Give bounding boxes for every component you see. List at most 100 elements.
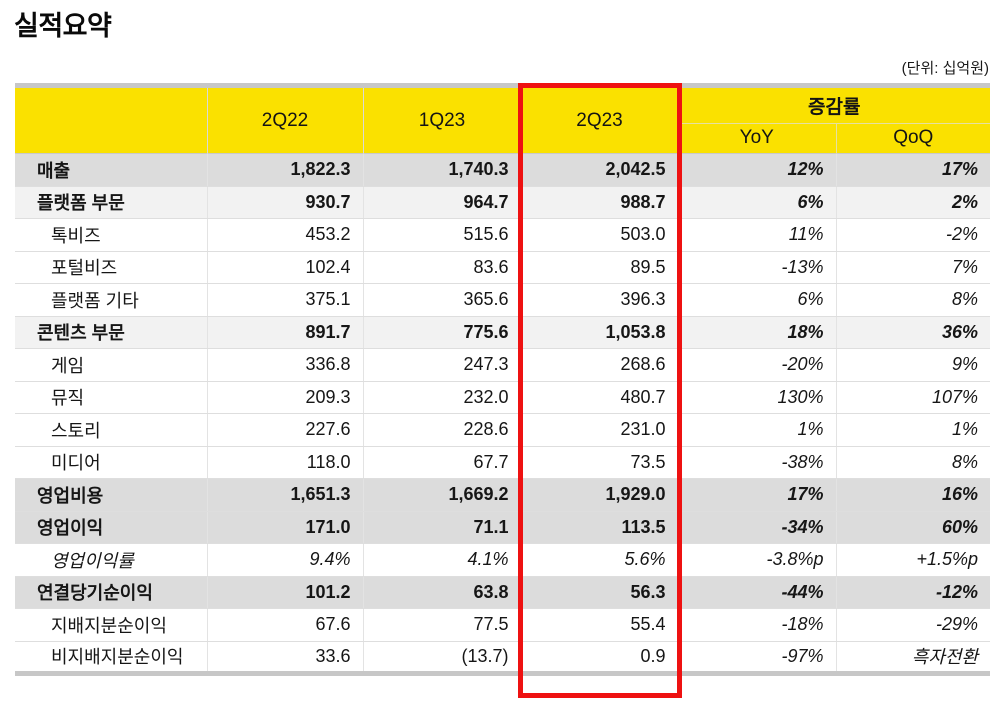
unit-note: (단위: 십억원) [901, 60, 989, 77]
row-label: 게임 [15, 348, 207, 382]
cell-qoq: 흑자전환 [835, 641, 991, 674]
cell-yoy: -34% [677, 511, 836, 544]
cell-qoq: +1.5%p [835, 543, 991, 577]
cell-2q22: 1,651.3 [206, 478, 363, 512]
cell-yoy: 6% [677, 283, 836, 317]
cell-2q23: 113.5 [520, 511, 678, 544]
cell-1q23: 365.6 [362, 283, 521, 317]
header-2q23: 2Q23 [520, 85, 678, 154]
cell-2q22: 102.4 [206, 251, 363, 284]
cell-2q23: 55.4 [520, 608, 678, 642]
cell-yoy: 6% [677, 186, 836, 219]
cell-qoq: 60% [835, 511, 991, 544]
cell-qoq: 1% [835, 413, 991, 447]
cell-1q23: 228.6 [362, 413, 521, 447]
cell-qoq: 8% [835, 283, 991, 317]
table-row: 영업이익 171.0 71.1 113.5 -34% 60% [15, 511, 991, 544]
cell-yoy: -44% [677, 576, 836, 609]
cell-2q23: 268.6 [520, 348, 678, 382]
cell-qoq: 36% [835, 316, 991, 349]
cell-qoq: -2% [835, 218, 991, 252]
row-label: 톡비즈 [15, 218, 207, 252]
row-label: 콘텐츠 부문 [15, 316, 207, 349]
cell-yoy: 1% [677, 413, 836, 447]
cell-1q23: 4.1% [362, 543, 521, 577]
cell-yoy: 18% [677, 316, 836, 349]
cell-1q23: 67.7 [362, 446, 521, 479]
cell-1q23: 247.3 [362, 348, 521, 382]
cell-2q22: 336.8 [206, 348, 363, 382]
cell-1q23: (13.7) [362, 641, 521, 674]
table-row: 콘텐츠 부문 891.7 775.6 1,053.8 18% 36% [15, 316, 991, 349]
cell-1q23: 63.8 [362, 576, 521, 609]
cell-qoq: 8% [835, 446, 991, 479]
page-title: 실적요약 [14, 11, 112, 41]
cell-2q22: 101.2 [206, 576, 363, 609]
cell-2q22: 9.4% [206, 543, 363, 577]
cell-yoy: -13% [677, 251, 836, 284]
cell-qoq: 17% [835, 153, 991, 187]
cell-2q23: 2,042.5 [520, 153, 678, 187]
cell-qoq: 7% [835, 251, 991, 284]
cell-2q23: 0.9 [520, 641, 678, 674]
cell-yoy: -20% [677, 348, 836, 382]
cell-1q23: 775.6 [362, 316, 521, 349]
cell-yoy: 17% [677, 478, 836, 512]
row-label: 영업이익률 [15, 543, 207, 577]
cell-yoy: -3.8%p [677, 543, 836, 577]
cell-2q22: 227.6 [206, 413, 363, 447]
table-row: 포털비즈 102.4 83.6 89.5 -13% 7% [15, 251, 991, 284]
cell-2q23: 1,053.8 [520, 316, 678, 349]
row-label: 포털비즈 [15, 251, 207, 284]
cell-2q23: 396.3 [520, 283, 678, 317]
header-2q22: 2Q22 [206, 85, 363, 154]
table-row: 스토리 227.6 228.6 231.0 1% 1% [15, 413, 991, 447]
cell-2q22: 891.7 [206, 316, 363, 349]
cell-qoq: 107% [835, 381, 991, 414]
cell-yoy: -18% [677, 608, 836, 642]
header-1q23: 1Q23 [362, 85, 521, 154]
table-row: 뮤직 209.3 232.0 480.7 130% 107% [15, 381, 991, 414]
row-label: 미디어 [15, 446, 207, 479]
cell-2q23: 231.0 [520, 413, 678, 447]
cell-yoy: -38% [677, 446, 836, 479]
table-row: 플랫폼 부문 930.7 964.7 988.7 6% 2% [15, 186, 991, 219]
cell-2q22: 930.7 [206, 186, 363, 219]
row-label: 뮤직 [15, 381, 207, 414]
row-label: 영업이익 [15, 511, 207, 544]
row-label: 비지배지분순이익 [15, 641, 207, 674]
cell-2q22: 1,822.3 [206, 153, 363, 187]
cell-qoq: -12% [835, 576, 991, 609]
row-label: 스토리 [15, 413, 207, 447]
cell-2q22: 33.6 [206, 641, 363, 674]
cell-qoq: -29% [835, 608, 991, 642]
row-label: 영업비용 [15, 478, 207, 512]
row-label: 연결당기순이익 [15, 576, 207, 609]
cell-2q22: 67.6 [206, 608, 363, 642]
row-label: 플랫폼 기타 [15, 283, 207, 317]
cell-1q23: 964.7 [362, 186, 521, 219]
cell-2q23: 988.7 [520, 186, 678, 219]
cell-qoq: 2% [835, 186, 991, 219]
cell-2q22: 171.0 [206, 511, 363, 544]
row-label: 지배지분순이익 [15, 608, 207, 642]
cell-qoq: 16% [835, 478, 991, 512]
cell-1q23: 515.6 [362, 218, 521, 252]
table-row: 영업이익률 9.4% 4.1% 5.6% -3.8%p +1.5%p [15, 543, 991, 577]
cell-2q23: 480.7 [520, 381, 678, 414]
header-yoy: YoY [678, 123, 836, 154]
row-label: 매출 [15, 153, 207, 187]
cell-1q23: 1,669.2 [362, 478, 521, 512]
cell-2q23: 503.0 [520, 218, 678, 252]
table-row: 미디어 118.0 67.7 73.5 -38% 8% [15, 446, 991, 479]
table-row: 톡비즈 453.2 515.6 503.0 11% -2% [15, 218, 991, 252]
cell-1q23: 83.6 [362, 251, 521, 284]
table-row: 비지배지분순이익 33.6 (13.7) 0.9 -97% 흑자전환 [15, 641, 991, 674]
table-row: 연결당기순이익 101.2 63.8 56.3 -44% -12% [15, 576, 991, 609]
table-row: 매출 1,822.3 1,740.3 2,042.5 12% 17% [15, 153, 991, 187]
table-header: 2Q22 1Q23 2Q23 증감률 YoY QoQ [15, 85, 991, 154]
cell-2q22: 118.0 [206, 446, 363, 479]
row-label: 플랫폼 부문 [15, 186, 207, 219]
table-body: 매출 1,822.3 1,740.3 2,042.5 12% 17% 플랫폼 부문 930.7… [15, 153, 991, 674]
